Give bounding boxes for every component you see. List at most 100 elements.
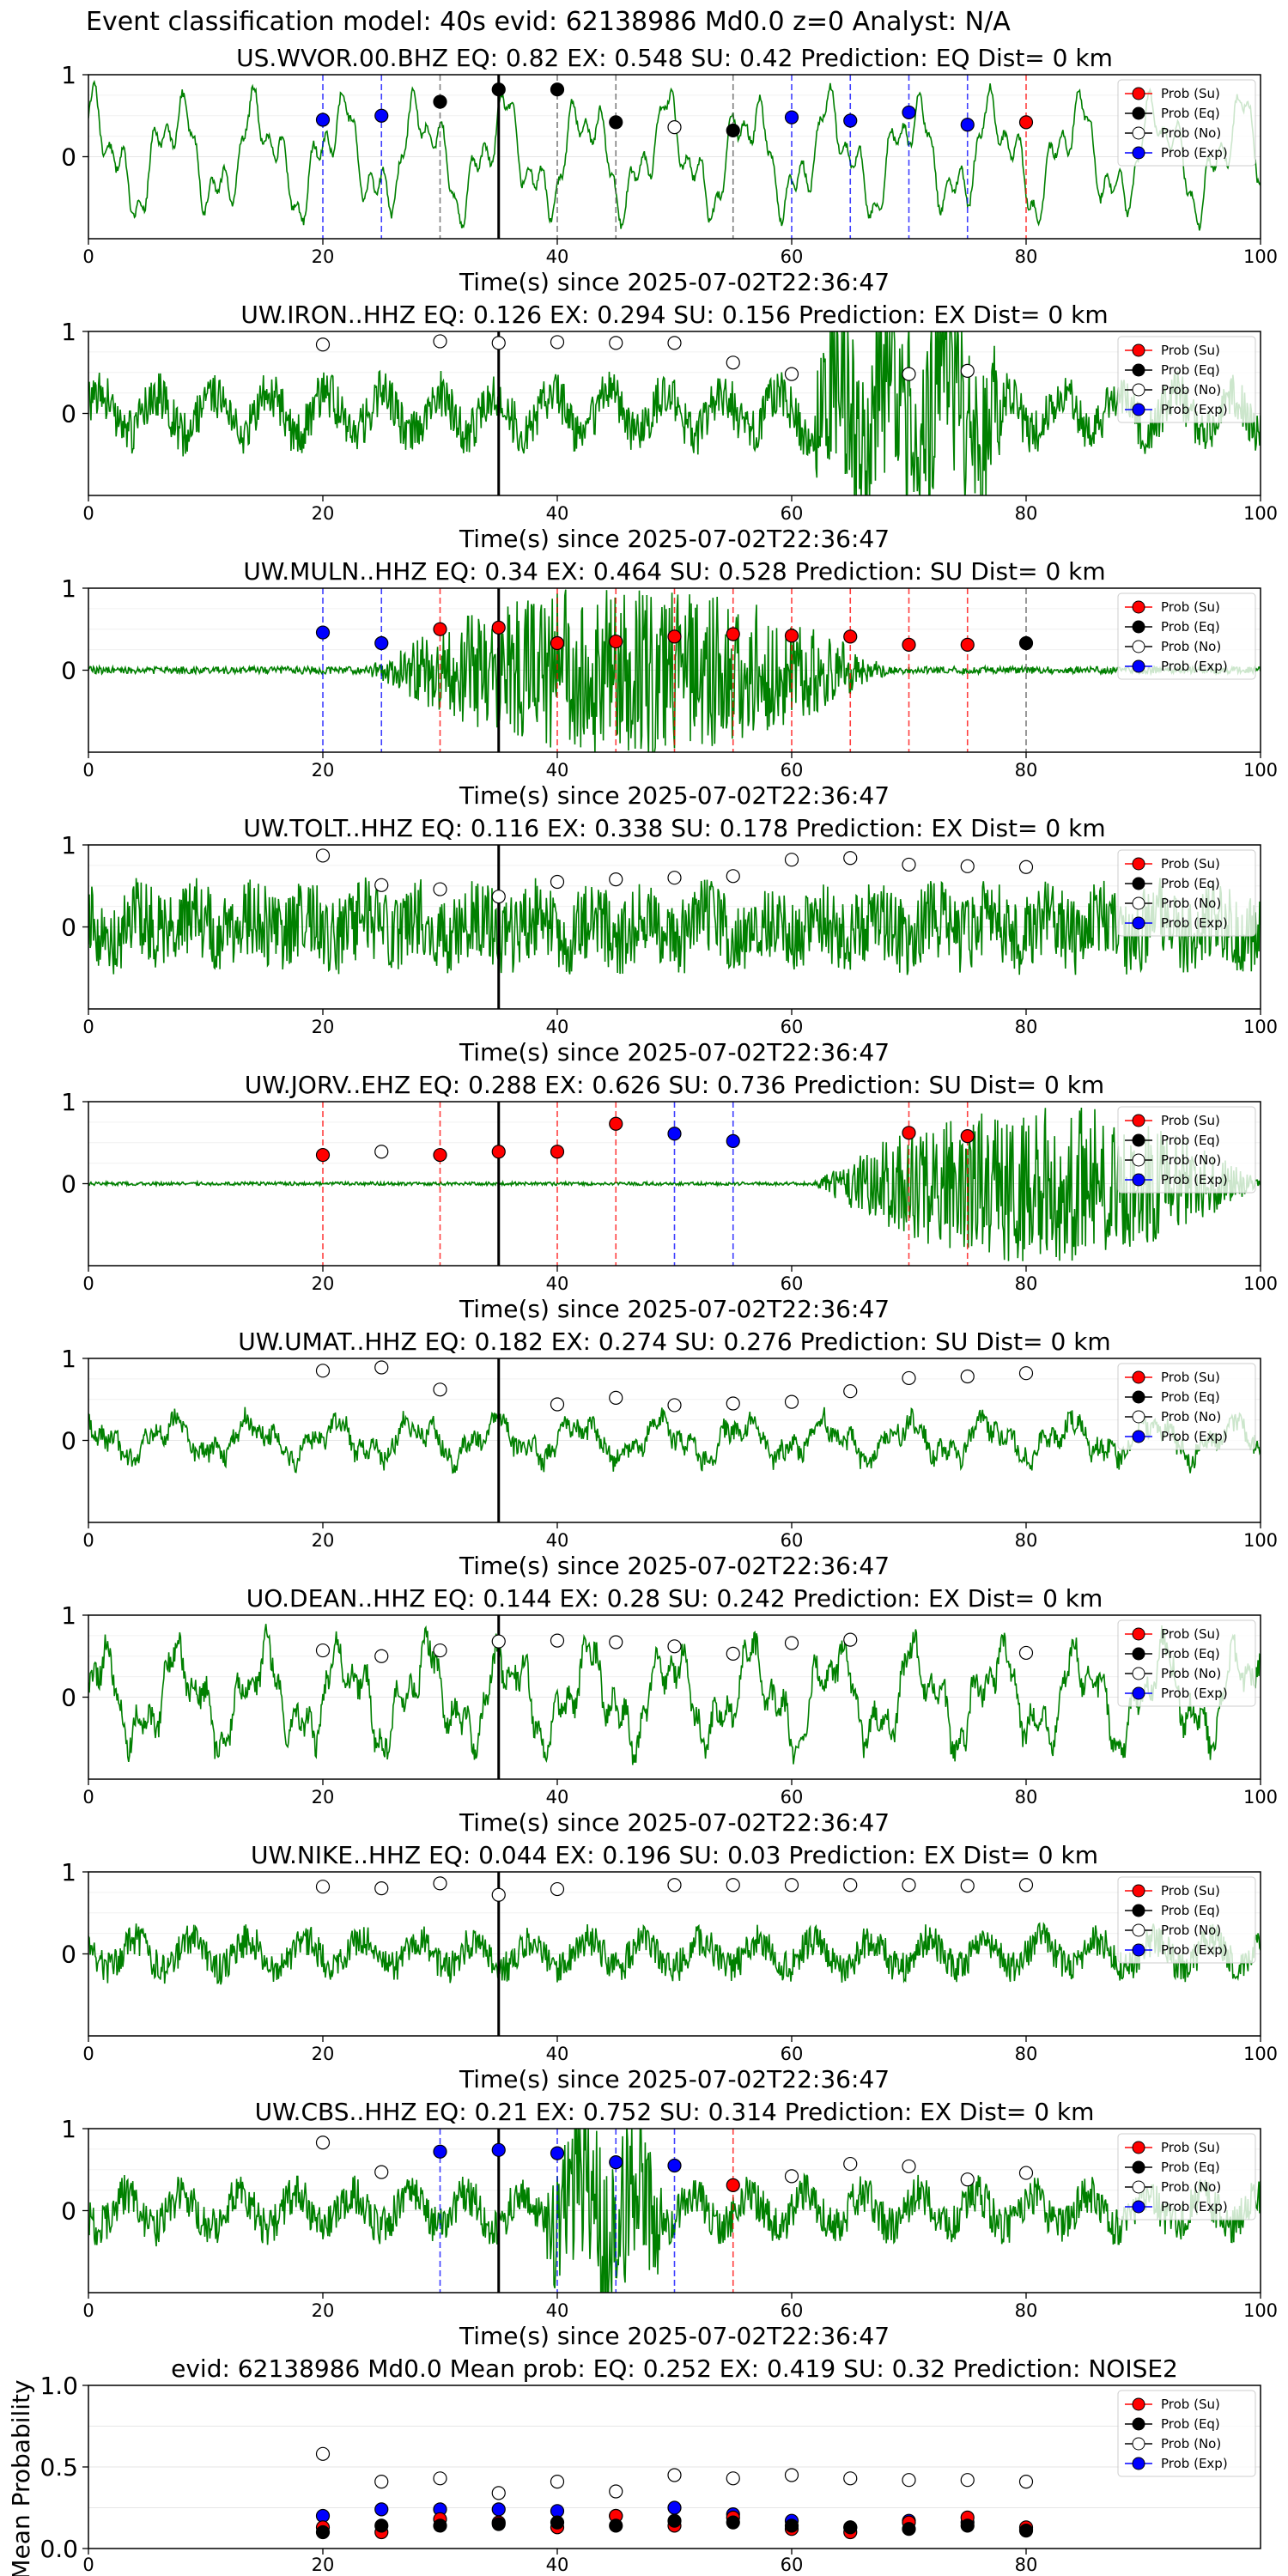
x-tick-label: 100 xyxy=(1243,760,1278,781)
prob-point-exp xyxy=(784,110,799,125)
legend-label-su: Prob (Su) xyxy=(1161,599,1220,615)
legend-marker-no xyxy=(1132,2437,1145,2451)
legend-item-no: Prob (No) xyxy=(1125,1152,1221,1168)
mean-prob-point-no xyxy=(1018,2475,1034,2489)
prob-point-no xyxy=(374,1145,389,1159)
legend-marker-su xyxy=(1132,1370,1145,1384)
legend-box xyxy=(1117,79,1256,167)
prob-point-no xyxy=(902,2159,916,2174)
x-tick-label: 80 xyxy=(1015,1787,1038,1807)
x-tick-label: 80 xyxy=(1015,1017,1038,1037)
legend-item-no: Prob (No) xyxy=(1125,896,1221,911)
x-tick-label: 60 xyxy=(781,1273,804,1294)
prob-point-no xyxy=(960,1879,975,1893)
x-axis-label: Time(s) since 2025-07-02T22:36:47 xyxy=(459,1808,890,1837)
legend-marker-exp xyxy=(1132,1430,1145,1443)
legend-item-exp: Prob (Exp) xyxy=(1125,1429,1228,1444)
legend-label-eq: Prob (Eq) xyxy=(1161,106,1220,121)
panel-7: UO.DEAN..HHZ EQ: 0.144 EX: 0.28 SU: 0.24… xyxy=(61,1584,1278,1837)
mean-prob-point-exp xyxy=(491,2502,506,2517)
prob-point-su xyxy=(960,637,975,652)
prob-point-su xyxy=(784,629,799,643)
legend-label-exp: Prob (Exp) xyxy=(1161,1172,1228,1188)
prob-point-no xyxy=(315,1643,331,1658)
legend-label-eq: Prob (Eq) xyxy=(1161,1903,1220,1918)
prob-point-no xyxy=(374,1360,389,1375)
legend-marker-exp xyxy=(1132,2200,1145,2214)
prob-point-no xyxy=(609,1390,623,1405)
legend-marker-eq xyxy=(1132,1133,1145,1147)
x-tick-label: 0 xyxy=(82,503,94,524)
legend-marker-exp xyxy=(1132,2457,1145,2470)
legend-marker-su xyxy=(1132,87,1145,100)
legend-item-su: Prob (Su) xyxy=(1125,856,1220,872)
legend-marker-eq xyxy=(1132,106,1145,120)
panel-5: UW.JORV..EHZ EQ: 0.288 EX: 0.626 SU: 0.7… xyxy=(61,1071,1278,1323)
prob-point-exp xyxy=(667,1127,682,1141)
mean-prob-point-eq xyxy=(960,2518,975,2533)
prob-point-eq xyxy=(433,94,447,109)
prob-point-su xyxy=(609,634,623,649)
x-tick-label: 60 xyxy=(781,1530,804,1551)
x-tick-label: 80 xyxy=(1015,503,1038,524)
legend-label-su: Prob (Su) xyxy=(1161,343,1220,358)
x-tick-label: 40 xyxy=(546,2555,569,2575)
x-tick-label: 100 xyxy=(1243,1017,1278,1037)
legend-marker-exp xyxy=(1132,1943,1145,1957)
legend-marker-no xyxy=(1132,896,1145,910)
prob-point-no xyxy=(960,2172,975,2187)
legend-label-no: Prob (No) xyxy=(1161,639,1221,654)
prob-point-no xyxy=(726,1646,740,1661)
y-tick-label: 0 xyxy=(61,143,76,172)
legend-marker-no xyxy=(1132,1667,1145,1680)
y-tick-label: 0 xyxy=(61,1427,76,1455)
y-axis-label: Mean Probability xyxy=(7,2379,35,2576)
legend-item-su: Prob (Su) xyxy=(1125,1113,1220,1128)
prob-point-no xyxy=(550,874,565,890)
legend-marker-no xyxy=(1132,2180,1145,2194)
prob-point-no xyxy=(374,2165,389,2179)
prob-point-no xyxy=(315,337,331,352)
prob-point-exp xyxy=(374,635,389,651)
mean-prob-point-eq xyxy=(550,2515,565,2530)
legend-label-eq: Prob (Eq) xyxy=(1161,2416,1220,2432)
prob-point-su xyxy=(491,1145,506,1159)
prob-point-su xyxy=(843,629,858,644)
x-tick-label: 0 xyxy=(82,1530,94,1551)
prob-point-eq xyxy=(726,123,740,138)
y-tick-label: 0 xyxy=(61,400,76,428)
prob-point-no xyxy=(784,2169,799,2184)
prob-point-no xyxy=(726,1878,740,1893)
legend-label-exp: Prob (Exp) xyxy=(1161,915,1228,931)
prob-point-no xyxy=(374,878,389,892)
x-tick-label: 60 xyxy=(781,2300,804,2321)
legend-label-exp: Prob (Exp) xyxy=(1161,1942,1228,1958)
legend-marker-no xyxy=(1132,126,1145,140)
legend-item-exp: Prob (Exp) xyxy=(1125,1942,1228,1958)
prob-point-exp xyxy=(315,625,331,640)
prob-point-no xyxy=(784,367,799,381)
x-axis-label: Time(s) since 2025-07-02T22:36:47 xyxy=(459,2322,890,2350)
legend-marker-su xyxy=(1132,343,1145,357)
legend-item-exp: Prob (Exp) xyxy=(1125,402,1228,417)
legend-item-eq: Prob (Eq) xyxy=(1125,619,1220,635)
x-tick-label: 20 xyxy=(312,1273,335,1294)
x-axis-label: Time(s) since 2025-07-02T22:36:47 xyxy=(459,1295,890,1323)
x-tick-label: 80 xyxy=(1015,760,1038,781)
prob-point-exp xyxy=(433,2144,447,2159)
prob-point-no xyxy=(843,1384,858,1399)
legend-item-eq: Prob (Eq) xyxy=(1125,1903,1220,1918)
x-tick-label: 0 xyxy=(82,2300,94,2321)
x-tick-label: 80 xyxy=(1015,2044,1038,2064)
prob-point-no xyxy=(726,1396,740,1411)
prob-point-exp xyxy=(374,108,389,123)
legend-item-no: Prob (No) xyxy=(1125,2179,1221,2195)
x-tick-label: 60 xyxy=(781,246,804,267)
legend-box xyxy=(1117,1876,1256,1964)
prob-point-no xyxy=(315,848,331,863)
legend-box xyxy=(1117,1363,1256,1450)
prob-point-no xyxy=(843,1878,858,1893)
prob-point-no xyxy=(433,1876,447,1891)
legend-label-eq: Prob (Eq) xyxy=(1161,1646,1220,1662)
x-tick-label: 100 xyxy=(1243,2300,1278,2321)
